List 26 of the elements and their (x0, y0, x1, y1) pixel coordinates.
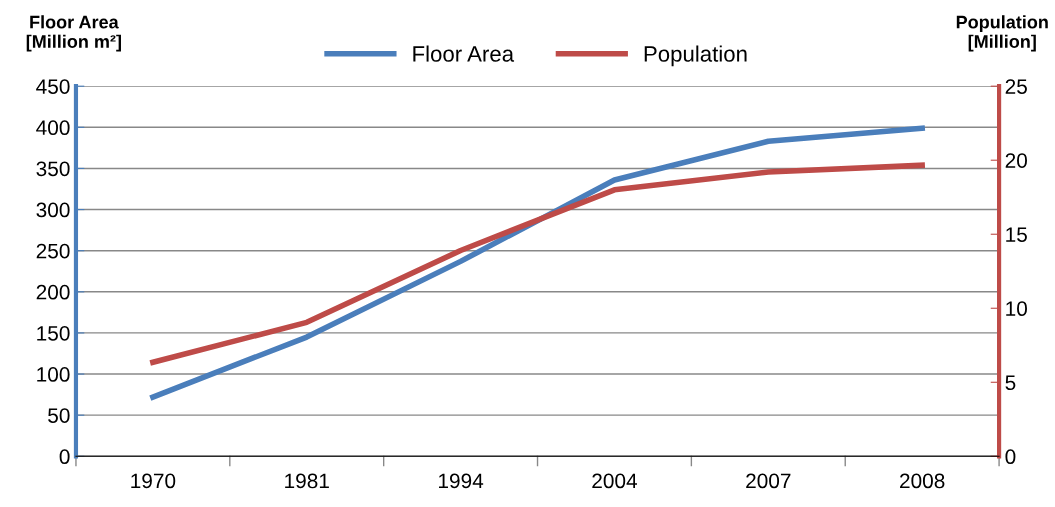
y-tick-label: 350 (36, 161, 70, 177)
y2-tick-label: 15 (1006, 227, 1027, 242)
y-axis-title: Floor Area [Million m²] (26, 15, 121, 52)
x-tick-label: 1981 (285, 473, 329, 489)
legend-label: Floor Area (413, 45, 515, 62)
y2-tick-label: 25 (1005, 79, 1027, 94)
y2-tick-label: 10 (1006, 301, 1027, 317)
x-tick-label: 2008 (900, 473, 945, 489)
y-tick-label: 0 (59, 449, 70, 465)
y2-tick-label: 20 (1005, 153, 1027, 168)
y2-tick-label: 0 (1005, 449, 1016, 465)
x-tick-label: 1970 (131, 473, 176, 489)
x-tick-label: 1994 (439, 473, 484, 489)
y-tick-label: 100 (37, 367, 70, 382)
y2-axis-title: Population [Million] (956, 15, 1048, 52)
x-tick-label: 2007 (746, 473, 791, 489)
y-tick-label: 250 (36, 243, 70, 259)
y-tick-label: 400 (36, 120, 70, 136)
y-tick-label: 50 (48, 408, 70, 423)
legend-label: Population (644, 45, 747, 67)
y-tick-label: 450 (36, 79, 70, 94)
y-tick-label: 150 (37, 325, 70, 341)
y-tick-label: 300 (36, 202, 70, 218)
x-tick-label: 2004 (592, 473, 638, 489)
y2-tick-label: 5 (1005, 375, 1016, 391)
y-tick-label: 200 (36, 284, 70, 300)
